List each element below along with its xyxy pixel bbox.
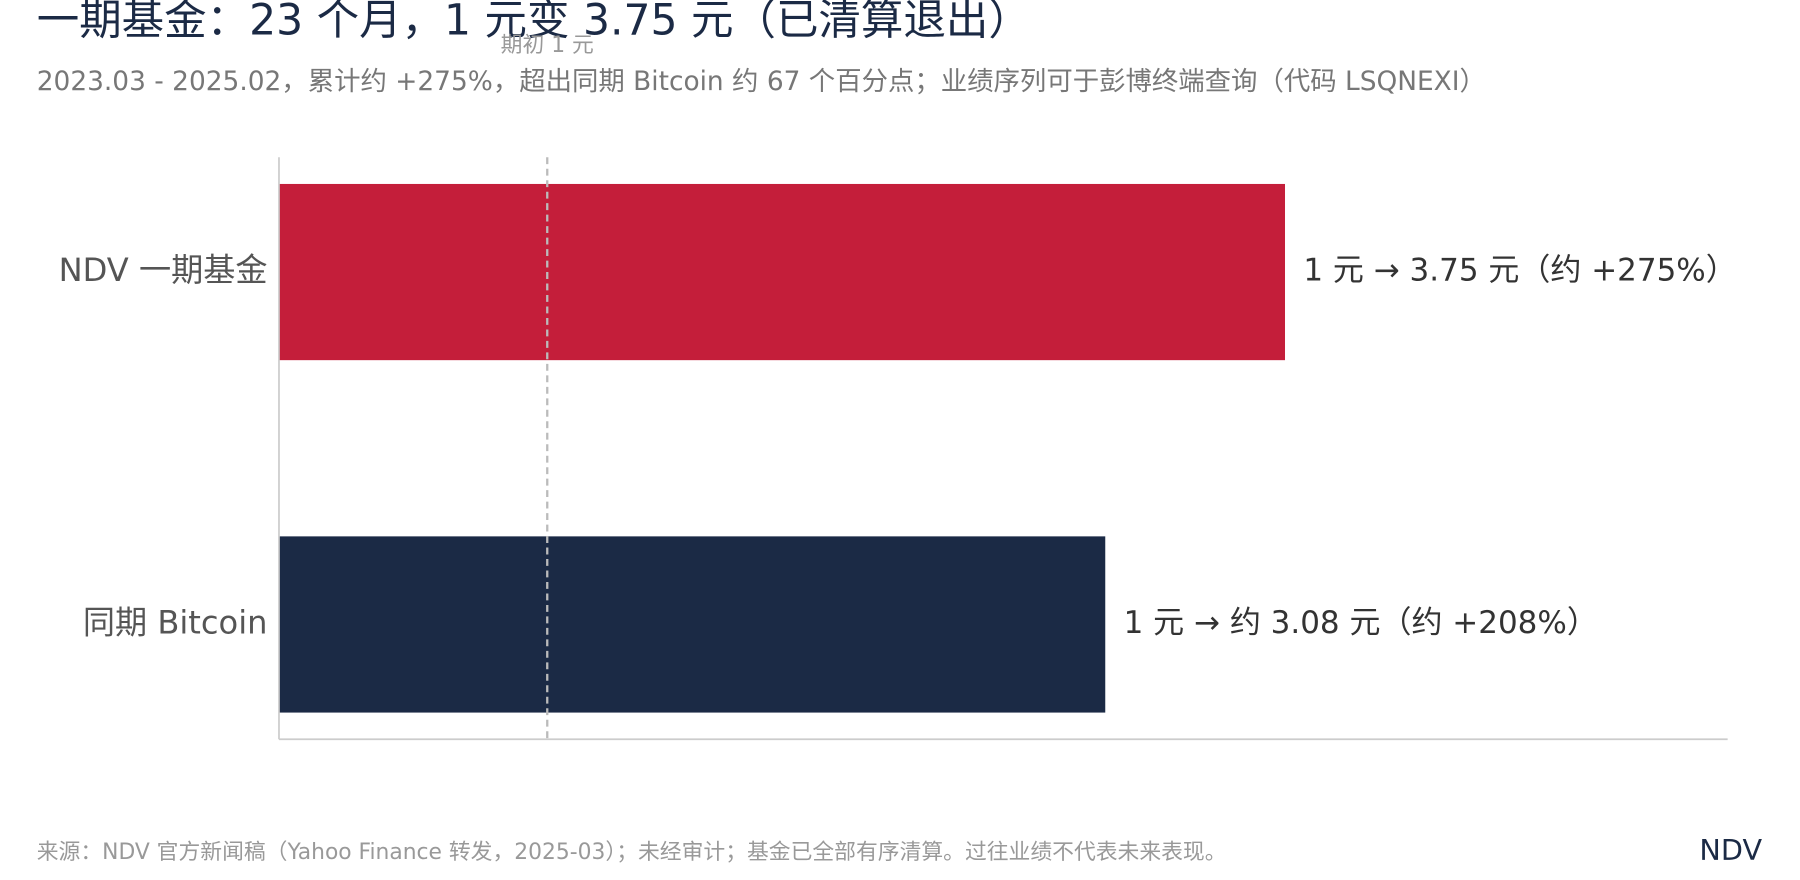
brand: NDV (1699, 833, 1762, 867)
source-note: 来源：NDV 官方新闻稿（Yahoo Finance 转发，2025-03）；未… (37, 840, 1227, 865)
y-tick-label: 同期 Bitcoin (83, 603, 268, 641)
y-tick-label: NDV 一期基金 (59, 251, 268, 289)
chart-title: 一期基金：23 个月，1 元变 3.75 元（已清算退出） (37, 0, 1031, 45)
bar (278, 183, 1286, 361)
reference-label: 期初 1 元 (501, 33, 594, 58)
value-label: 1 元 → 约 3.08 元（约 +208%） (1124, 605, 1598, 641)
chart-subtitle: 2023.03 - 2025.02，累计约 +275%，超出同期 Bitcoin… (37, 66, 1486, 97)
bar (278, 536, 1106, 713)
value-label: 1 元 → 3.75 元（约 +275%） (1303, 253, 1736, 289)
